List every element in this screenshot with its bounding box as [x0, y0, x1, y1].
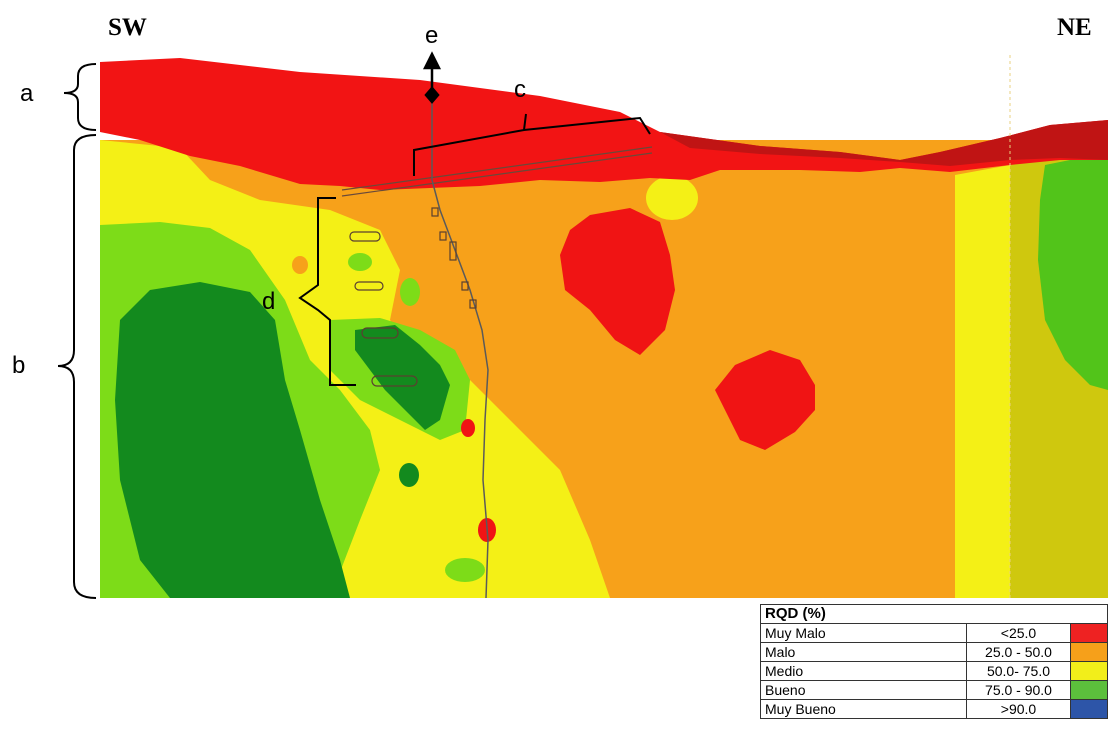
legend-row: Muy Bueno >90.0	[760, 699, 1108, 719]
legend-swatch	[1070, 642, 1108, 662]
medio-zone-east	[955, 165, 1010, 598]
medio-lens	[646, 176, 698, 220]
borehole-arrow	[422, 51, 442, 104]
legend-class: Bueno	[760, 680, 967, 700]
legend-range: 50.0- 75.0	[966, 661, 1071, 681]
muy-malo-blob-1	[560, 208, 675, 355]
bracket-d	[298, 197, 356, 386]
legend-range: 75.0 - 90.0	[966, 680, 1071, 700]
muy-malo-lens-2	[461, 419, 475, 437]
legend-row: Bueno 75.0 - 90.0	[760, 680, 1108, 700]
legend-class: Muy Bueno	[760, 699, 967, 719]
label-a: a	[20, 80, 34, 107]
legend-range: <25.0	[966, 623, 1071, 643]
bracket-c	[413, 113, 651, 176]
legend-range: >90.0	[966, 699, 1071, 719]
excavation-chambers	[349, 207, 477, 387]
geologic-section	[57, 51, 1108, 599]
legend-swatch	[1070, 661, 1108, 681]
topsoil-dark-ne	[660, 120, 1108, 166]
muy-bueno-zone	[115, 282, 350, 598]
muy-malo-blob-2	[715, 350, 815, 450]
rqd-legend: RQD (%) Muy Malo <25.0 Malo 25.0 - 50.0 …	[760, 604, 1108, 719]
direction-sw-label: SW	[108, 14, 147, 41]
legend-row: Malo 25.0 - 50.0	[760, 642, 1108, 662]
muy-bueno-zone-2	[355, 325, 450, 430]
legend-title: RQD (%)	[760, 604, 1108, 624]
legend-class: Muy Malo	[760, 623, 967, 643]
legend-swatch	[1070, 699, 1108, 719]
muy-bueno-lens	[399, 463, 419, 487]
direction-ne-label: NE	[1057, 14, 1092, 41]
bracket-b	[57, 134, 97, 599]
legend-row: Medio 50.0- 75.0	[760, 661, 1108, 681]
tunnel-line	[341, 146, 653, 197]
ne-green-zone	[1038, 158, 1108, 390]
legend-swatch	[1070, 680, 1108, 700]
legend-class: Malo	[760, 642, 967, 662]
bracket-a	[63, 63, 97, 131]
legend-row: Muy Malo <25.0	[760, 623, 1108, 643]
bueno-lens-2	[348, 253, 372, 271]
bueno-lens-3	[445, 558, 485, 582]
borehole-trace	[431, 95, 489, 599]
label-d: d	[262, 288, 276, 315]
bueno-lens-1	[400, 278, 420, 306]
muy-malo-lens-3	[292, 256, 308, 274]
label-c: c	[514, 76, 526, 103]
legend-header-row: RQD (%)	[760, 604, 1108, 624]
legend-swatch	[1070, 623, 1108, 643]
label-e: e	[425, 22, 439, 49]
label-b: b	[12, 352, 26, 379]
legend-class: Medio	[760, 661, 967, 681]
legend-range: 25.0 - 50.0	[966, 642, 1071, 662]
